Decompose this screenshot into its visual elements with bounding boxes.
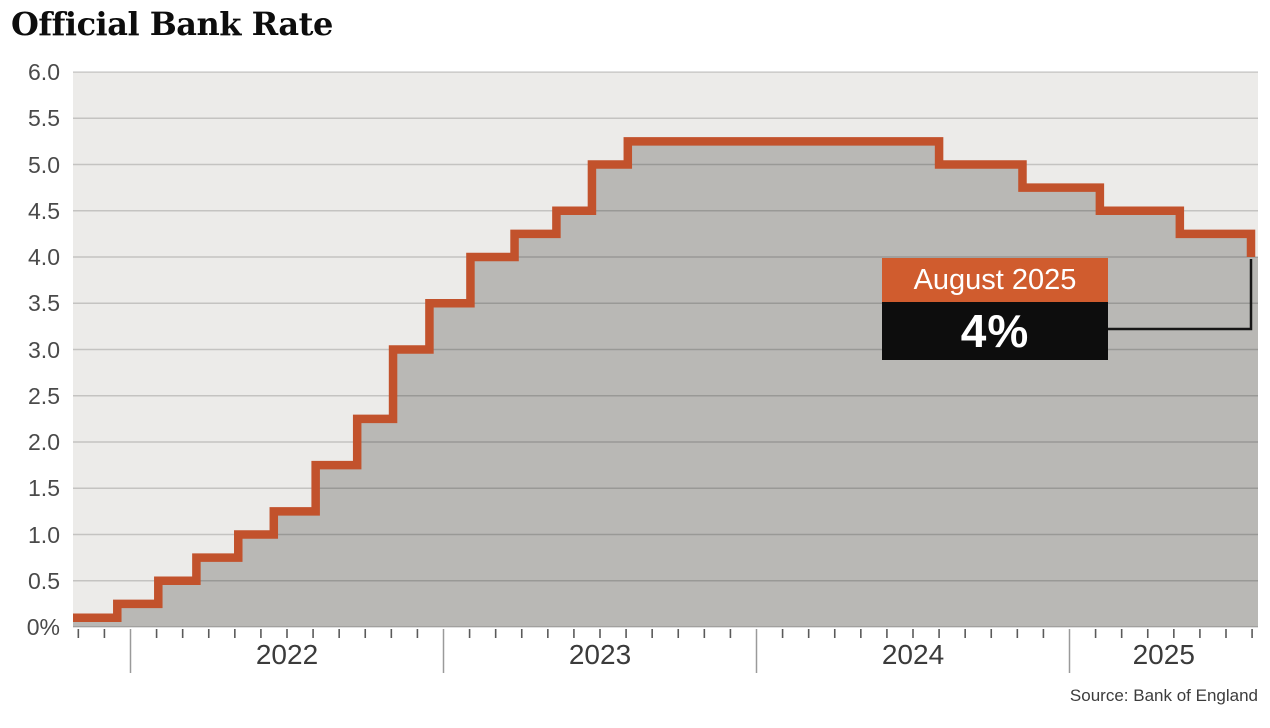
y-axis-label: 6.0 [28, 59, 60, 85]
y-axis-label: 4.0 [28, 244, 60, 270]
bank-rate-line [73, 137, 1256, 622]
y-axis-label: 5.0 [28, 151, 60, 178]
y-axis-label: 5.5 [28, 105, 60, 132]
annotation-date-label: August 2025 [882, 258, 1108, 302]
y-axis-label: 0.5 [28, 567, 60, 594]
y-axis-label: 1.5 [28, 475, 60, 502]
x-axis-year-label: 2025 [1132, 639, 1195, 670]
x-axis-year-label: 2024 [881, 639, 945, 670]
annotation-callout: August 2025 4% [882, 258, 1108, 360]
x-axis-year-label: 2023 [568, 639, 632, 670]
x-axis-year-label: 2022 [255, 639, 319, 670]
source-credit: Source: Bank of England [1069, 686, 1258, 705]
annotation-rate-value: 4% [882, 302, 1108, 360]
y-axis-label: 4.5 [28, 197, 60, 224]
y-axis-label: 2.0 [28, 429, 60, 455]
y-axis-label: 3.0 [28, 336, 60, 363]
y-axis-label: 2.5 [28, 382, 60, 409]
annotation-connector-line [1108, 259, 1253, 331]
chart-title: Official Bank Rate [11, 5, 333, 43]
y-axis-label: 3.5 [28, 290, 60, 317]
y-axis-label: 0% [26, 614, 60, 640]
y-axis-label: 1.0 [28, 521, 60, 548]
